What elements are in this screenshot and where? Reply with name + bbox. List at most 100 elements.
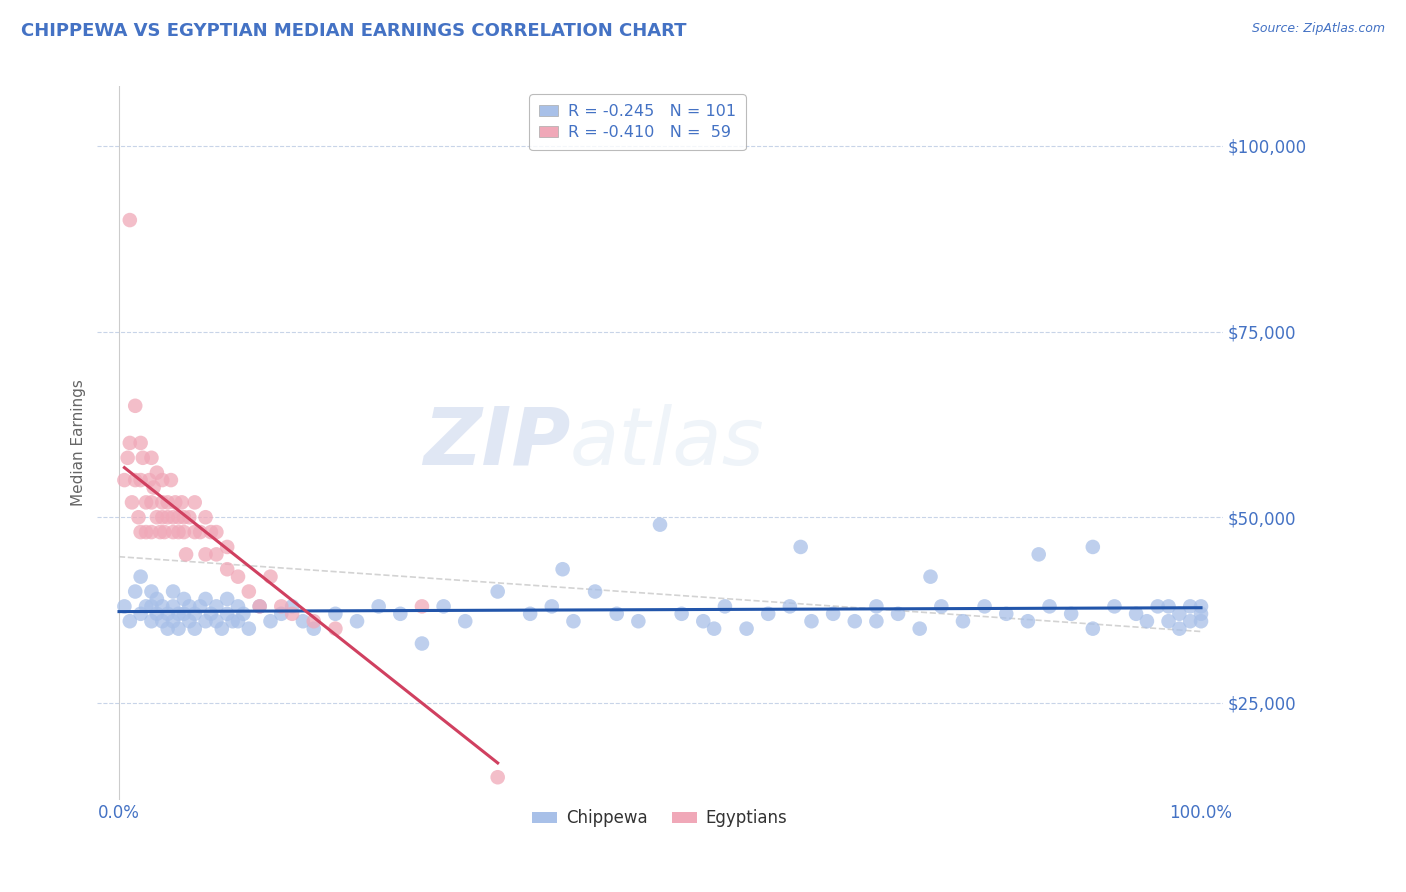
Point: [170, 495, 193, 509]
Point: [249, 599, 271, 614]
Point: [1157, 599, 1180, 614]
Point: [132, 450, 155, 465]
Point: [162, 525, 184, 540]
Point: [411, 636, 433, 650]
Point: [141, 584, 163, 599]
Point: [1180, 614, 1202, 628]
Point: [703, 622, 725, 636]
Point: [173, 607, 195, 621]
Point: [179, 614, 201, 628]
Point: [118, 436, 141, 450]
Point: [156, 495, 179, 509]
Point: [194, 614, 217, 628]
Point: [156, 622, 179, 636]
Point: [167, 525, 190, 540]
Point: [865, 614, 887, 628]
Point: [1168, 622, 1191, 636]
Point: [249, 599, 271, 614]
Point: [779, 599, 801, 614]
Point: [129, 607, 152, 621]
Point: [174, 547, 197, 561]
Point: [551, 562, 574, 576]
Point: [150, 473, 173, 487]
Point: [226, 614, 249, 628]
Point: [146, 510, 169, 524]
Point: [1081, 540, 1104, 554]
Point: [162, 599, 184, 614]
Point: [800, 614, 823, 628]
Point: [583, 584, 606, 599]
Y-axis label: Median Earnings: Median Earnings: [72, 379, 86, 507]
Point: [325, 607, 347, 621]
Point: [121, 495, 143, 509]
Point: [217, 591, 239, 606]
Text: ZIP: ZIP: [423, 404, 569, 482]
Point: [844, 614, 866, 628]
Point: [127, 510, 149, 524]
Point: [188, 525, 211, 540]
Point: [135, 599, 157, 614]
Point: [156, 510, 179, 524]
Point: [486, 584, 509, 599]
Point: [141, 614, 163, 628]
Point: [226, 569, 249, 583]
Point: [165, 495, 187, 509]
Point: [205, 614, 228, 628]
Point: [1136, 614, 1159, 628]
Point: [135, 495, 157, 509]
Point: [259, 614, 281, 628]
Point: [486, 770, 509, 784]
Point: [238, 622, 260, 636]
Point: [142, 481, 165, 495]
Point: [1189, 607, 1212, 621]
Point: [118, 213, 141, 227]
Point: [150, 614, 173, 628]
Point: [232, 607, 254, 621]
Point: [1081, 622, 1104, 636]
Point: [1157, 614, 1180, 628]
Point: [173, 591, 195, 606]
Point: [211, 622, 233, 636]
Point: [184, 607, 207, 621]
Point: [238, 584, 260, 599]
Point: [908, 622, 931, 636]
Point: [281, 599, 304, 614]
Point: [714, 599, 737, 614]
Point: [221, 614, 243, 628]
Point: [1028, 547, 1050, 561]
Point: [281, 607, 304, 621]
Point: [1060, 607, 1083, 621]
Point: [129, 569, 152, 583]
Point: [367, 599, 389, 614]
Point: [153, 525, 176, 540]
Point: [141, 450, 163, 465]
Point: [1038, 599, 1060, 614]
Point: [124, 399, 146, 413]
Point: [188, 599, 211, 614]
Point: [692, 614, 714, 628]
Point: [129, 436, 152, 450]
Point: [671, 607, 693, 621]
Point: [291, 614, 314, 628]
Point: [627, 614, 650, 628]
Point: [194, 547, 217, 561]
Point: [519, 607, 541, 621]
Point: [217, 562, 239, 576]
Point: [789, 540, 811, 554]
Point: [1180, 599, 1202, 614]
Point: [205, 525, 228, 540]
Point: [205, 599, 228, 614]
Point: [141, 525, 163, 540]
Point: [167, 622, 190, 636]
Point: [179, 599, 201, 614]
Point: [1168, 607, 1191, 621]
Point: [302, 614, 325, 628]
Point: [952, 614, 974, 628]
Point: [995, 607, 1018, 621]
Point: [162, 584, 184, 599]
Point: [156, 607, 179, 621]
Point: [562, 614, 585, 628]
Point: [184, 495, 207, 509]
Point: [1189, 614, 1212, 628]
Point: [150, 495, 173, 509]
